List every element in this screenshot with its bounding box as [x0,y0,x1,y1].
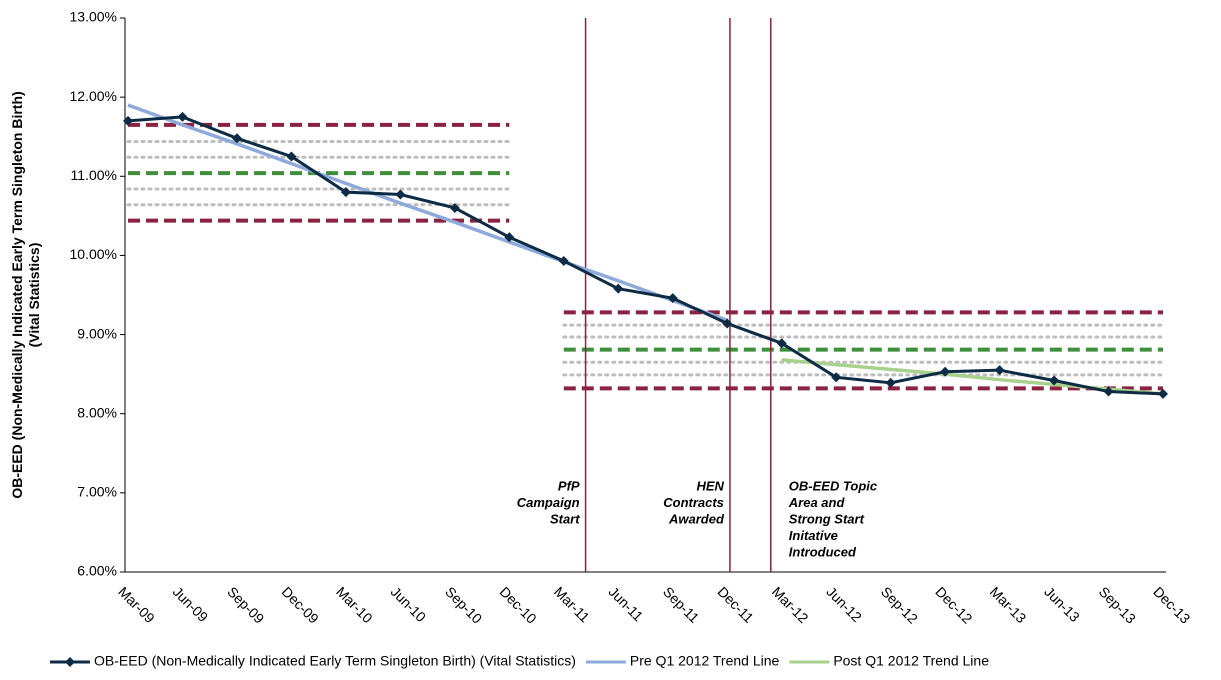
data-point [123,115,133,126]
y-tick-label: 9.00% [77,325,117,341]
event-label: Initative [789,528,838,543]
data-point [994,365,1005,376]
x-tick-label: Dec-10 [497,583,540,626]
event-label: Strong Start [789,511,865,526]
event-label: Start [550,511,580,526]
x-tick-label: Jun-11 [606,583,647,624]
x-tick-label: Sep-09 [224,583,267,626]
event-label: Introduced [789,544,857,559]
data-point [940,366,951,377]
x-tick-label: Jun-13 [1041,583,1083,625]
y-tick-label: 13.00% [70,9,117,25]
x-tick-label: Mar-12 [769,583,812,626]
event-label: Contracts [663,495,724,510]
legend-label: Post Q1 2012 Trend Line [833,653,989,669]
data-point [831,372,842,383]
data-point [449,202,460,213]
event-label: OB-EED Topic [789,478,878,493]
data-point [395,189,406,200]
x-tick-label: Sep-11 [660,583,703,626]
x-tick-label: Mar-10 [333,583,376,626]
data-point [885,377,896,388]
event-label: Campaign [517,495,580,510]
data-point [177,111,188,122]
series-line [127,103,728,322]
event-label: HEN [696,478,724,493]
y-tick-label: 6.00% [77,563,117,579]
data-point [558,255,569,266]
y-axis-title-line: OB-EED (Non-Medically Indicated Early Te… [9,91,25,498]
data-point [1158,388,1168,399]
y-tick-label: 8.00% [77,404,117,420]
data-point [340,187,351,198]
x-tick-label: Jun-12 [823,583,865,625]
x-tick-label: Mar-11 [551,583,593,625]
event-label: Awarded [668,511,725,526]
x-tick-label: Jun-09 [170,583,212,625]
y-tick-label: 12.00% [70,88,117,104]
y-axis-title: OB-EED (Non-Medically Indicated Early Te… [9,91,42,498]
data-point [776,338,787,349]
x-tick-label: Sep-13 [1096,583,1139,626]
data-point [231,133,242,144]
legend-label: OB-EED (Non-Medically Indicated Early Te… [94,653,576,669]
data-point [1103,386,1114,397]
event-label: Area and [788,495,846,510]
legend-label: Pre Q1 2012 Trend Line [630,653,780,669]
data-point [667,293,678,304]
series-line [127,115,1164,396]
y-tick-label: 7.00% [77,484,117,500]
data-point [504,232,515,243]
x-tick-label: Sep-10 [442,583,485,626]
legend-marker [65,657,75,667]
event-label: PfP [558,478,580,493]
y-tick-label: 11.00% [71,167,117,183]
x-tick-label: Mar-13 [987,583,1030,626]
y-tick-label: 10.00% [70,246,117,262]
data-point [286,151,297,162]
data-point [1049,375,1060,386]
x-tick-label: Dec-11 [714,583,757,626]
x-tick-label: Dec-09 [279,583,322,626]
x-tick-label: Sep-12 [878,583,921,626]
x-tick-label: Dec-13 [1150,583,1193,626]
data-point [613,283,624,294]
data-point [722,318,733,329]
y-axis-title-line: (Vital Statistics) [26,243,42,348]
x-tick-label: Dec-12 [932,583,975,626]
x-tick-label: Jun-10 [388,583,430,625]
x-tick-label: Mar-09 [115,583,158,626]
